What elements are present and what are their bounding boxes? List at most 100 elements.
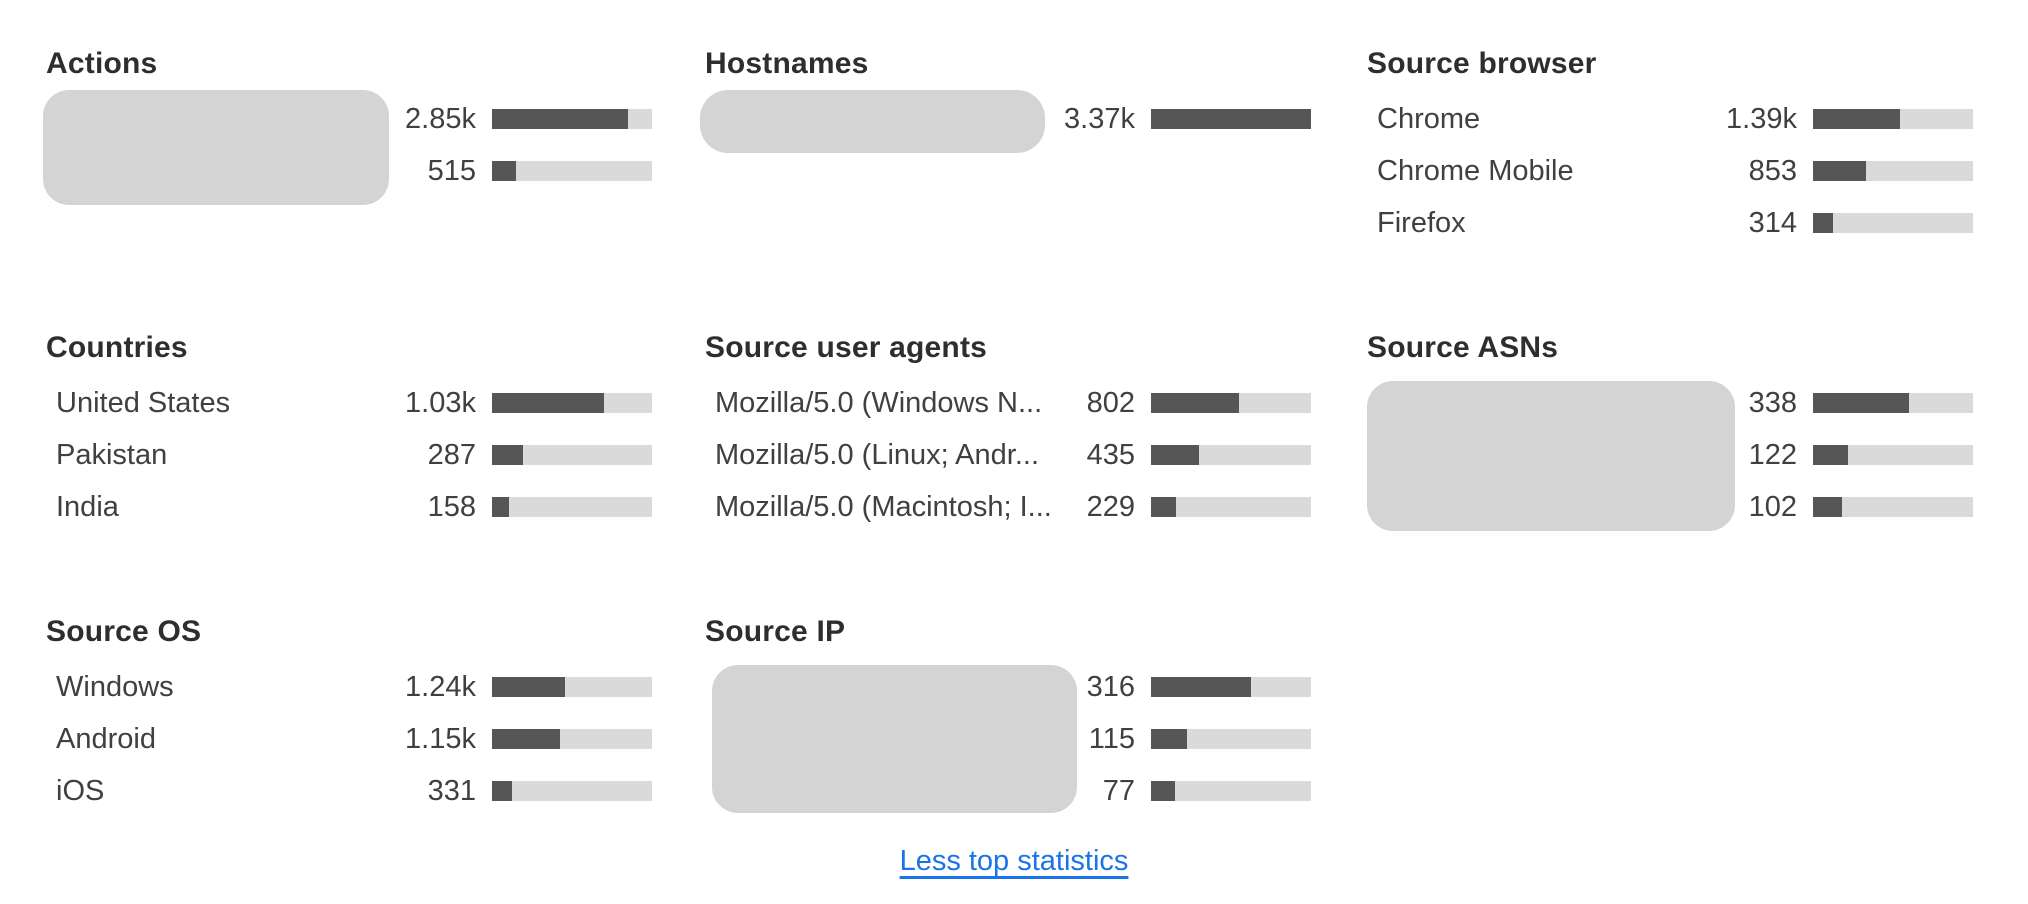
stat-row: Windows 1.24k <box>46 661 652 713</box>
stat-bar-fill <box>492 729 560 749</box>
stat-bar <box>492 729 652 749</box>
stat-bar <box>1813 497 1973 517</box>
stat-label: Chrome <box>1377 102 1481 135</box>
stat-bar <box>1151 109 1311 129</box>
stat-value: 316 <box>1086 670 1135 703</box>
stat-row: iOS 331 <box>46 765 652 817</box>
stat-row: 122 <box>1367 429 1973 481</box>
section-title: Actions <box>46 47 158 80</box>
section-title: Source IP <box>705 615 846 648</box>
less-top-statistics-link[interactable]: Less top statistics <box>899 845 1129 877</box>
stat-row: India 158 <box>46 481 652 533</box>
stat-bar <box>1813 161 1973 181</box>
stat-bar <box>1813 445 1973 465</box>
stat-bar-fill <box>492 781 512 801</box>
stat-row: Android 1.15k <box>46 713 652 765</box>
stat-bar-fill <box>1813 161 1867 181</box>
stat-label: Pakistan <box>56 438 168 471</box>
stat-row: Mozilla/5.0 (Windows N... 802 <box>705 377 1311 429</box>
stat-value: 2.85k <box>405 102 476 135</box>
stat-bar <box>492 497 652 517</box>
stat-bar <box>492 109 652 129</box>
stat-bar-fill <box>492 677 565 697</box>
stat-bar <box>492 445 652 465</box>
stat-label: Chrome Mobile <box>1377 154 1574 187</box>
stat-row: 338 <box>1367 377 1973 429</box>
stat-bar <box>1151 393 1311 413</box>
stat-value: 122 <box>1748 438 1797 471</box>
stat-label: Mozilla/5.0 (Macintosh; I... <box>715 490 1052 523</box>
section-title: Source browser <box>1367 47 1597 80</box>
stat-label: Windows <box>56 670 174 703</box>
stat-bar-fill <box>492 445 524 465</box>
stat-value: 314 <box>1748 206 1797 239</box>
stat-bar <box>1813 393 1973 413</box>
stat-row: 515 <box>46 145 652 197</box>
statistics-footer: Less top statistics <box>0 845 2028 878</box>
stat-value: 853 <box>1748 154 1797 187</box>
stat-row: 3.37k <box>705 93 1311 145</box>
stat-row: 2.85k <box>46 93 652 145</box>
stat-bar-fill <box>1151 393 1239 413</box>
stat-label: India <box>56 490 119 523</box>
stat-bar-fill <box>1151 729 1188 749</box>
stat-bar-fill <box>1813 445 1848 465</box>
stat-label: Android <box>56 722 156 755</box>
stat-bar <box>1151 497 1311 517</box>
stat-row: Chrome Mobile 853 <box>1367 145 1973 197</box>
stat-bar-fill <box>1151 781 1176 801</box>
stat-section-source-asns: Source ASNs 338 122 102 <box>1367 328 1973 533</box>
stat-value: 287 <box>427 438 476 471</box>
stat-value: 158 <box>427 490 476 523</box>
stat-row: Chrome 1.39k <box>1367 93 1973 145</box>
stat-bar <box>1813 213 1973 233</box>
stat-row: Firefox 314 <box>1367 197 1973 249</box>
stat-value: 229 <box>1086 490 1135 523</box>
stat-bar <box>1151 677 1311 697</box>
redacted-label-overlay-hostnames <box>700 90 1045 153</box>
stat-bar-fill <box>492 161 517 181</box>
stat-section-countries: Countries United States 1.03k Pakistan 287 In… <box>46 328 652 533</box>
stat-value: 515 <box>427 154 476 187</box>
stat-bar-fill <box>1813 213 1833 233</box>
stat-row: 115 <box>705 713 1311 765</box>
stat-bar-fill <box>1813 109 1901 129</box>
section-title: Hostnames <box>705 47 869 80</box>
stat-bar-fill <box>492 497 510 517</box>
stat-section-source-user-agents: Source user agents Mozilla/5.0 (Windows N… <box>705 328 1311 533</box>
redacted-label-overlay-actions <box>43 90 389 205</box>
stat-bar-fill <box>1151 497 1176 517</box>
section-title: Countries <box>46 331 188 364</box>
stat-value: 331 <box>427 774 476 807</box>
stat-bar-fill <box>492 109 628 129</box>
stat-value: 102 <box>1748 490 1797 523</box>
stat-row: Pakistan 287 <box>46 429 652 481</box>
stat-label: United States <box>56 386 231 419</box>
stat-bar-fill <box>1151 109 1311 129</box>
stat-section-source-os: Source OS Windows 1.24k Android 1.15k iOS 331 <box>46 612 652 817</box>
stat-value: 1.03k <box>405 386 476 419</box>
stat-label: Firefox <box>1377 206 1466 239</box>
stat-label: iOS <box>56 774 105 807</box>
stat-bar <box>492 161 652 181</box>
stat-row: 77 <box>705 765 1311 817</box>
stat-section-source-browser: Source browser Chrome 1.39k Chrome Mobile 85… <box>1367 44 1973 249</box>
stat-value: 1.15k <box>405 722 476 755</box>
stat-value: 1.39k <box>1726 102 1797 135</box>
stat-bar <box>1151 781 1311 801</box>
stat-section-hostnames: Hostnames 3.37k <box>705 44 1311 145</box>
stat-bar-fill <box>1813 393 1910 413</box>
stat-section-actions: Actions 2.85k 515 <box>46 44 652 197</box>
stat-bar-fill <box>1151 677 1251 697</box>
section-title: Source user agents <box>705 331 988 364</box>
stat-row: Mozilla/5.0 (Macintosh; I... 229 <box>705 481 1311 533</box>
section-title: Source ASNs <box>1367 331 1559 364</box>
stat-bar <box>492 393 652 413</box>
stat-value: 115 <box>1088 722 1135 755</box>
stat-bar-fill <box>1813 497 1842 517</box>
stat-section-source-ip: Source IP 316 115 77 <box>705 612 1311 817</box>
stat-value: 338 <box>1748 386 1797 419</box>
stat-row: Mozilla/5.0 (Linux; Andr... 435 <box>705 429 1311 481</box>
stat-label: Mozilla/5.0 (Windows N... <box>715 386 1043 419</box>
stat-bar <box>1813 109 1973 129</box>
